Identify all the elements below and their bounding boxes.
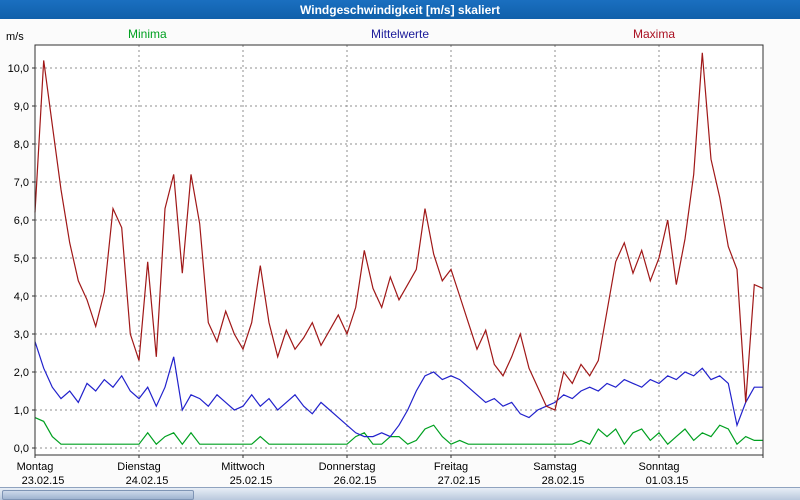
scrollbar-thumb[interactable] bbox=[2, 490, 194, 500]
plot-border bbox=[34, 44, 764, 456]
window-title: Windgeschwindigkeit [m/s] skaliert bbox=[300, 2, 500, 17]
svg-text:3,0: 3,0 bbox=[14, 329, 29, 341]
x-date-label: 01.03.15 bbox=[646, 475, 689, 487]
series-minima bbox=[34, 417, 763, 446]
y-axis-unit: m/s bbox=[6, 31, 24, 43]
svg-text:10,0: 10,0 bbox=[8, 63, 29, 75]
legend-maxima: Maxima bbox=[633, 27, 676, 41]
x-date-label: 27.02.15 bbox=[438, 475, 481, 487]
svg-text:9,0: 9,0 bbox=[14, 101, 29, 113]
x-day-label: Donnerstag bbox=[319, 461, 376, 473]
legend-minima: Minima bbox=[128, 27, 167, 41]
x-date-label: 24.02.15 bbox=[126, 475, 169, 487]
x-day-label: Dienstag bbox=[117, 461, 160, 473]
horizontal-scrollbar[interactable] bbox=[0, 487, 800, 500]
x-day-label: Sonntag bbox=[639, 461, 680, 473]
svg-text:1,0: 1,0 bbox=[14, 405, 29, 417]
x-date-label: 23.02.15 bbox=[22, 475, 65, 487]
x-date-label: 26.02.15 bbox=[334, 475, 377, 487]
svg-text:0,0: 0,0 bbox=[14, 443, 29, 455]
x-date-label: 28.02.15 bbox=[542, 475, 585, 487]
x-date-label: 25.02.15 bbox=[230, 475, 273, 487]
x-day-label: Mittwoch bbox=[221, 461, 264, 473]
legend-mittelwerte: Mittelwerte bbox=[370, 27, 430, 41]
x-axis-labels: Montag 23.02.15 Dienstag 24.02.15 Mittwoch 25… bbox=[17, 455, 764, 487]
window-titlebar[interactable]: Windgeschwindigkeit [m/s] skaliert bbox=[0, 0, 800, 19]
gridlines bbox=[34, 45, 764, 455]
x-day-label: Freitag bbox=[434, 461, 468, 473]
svg-text:8,0: 8,0 bbox=[14, 139, 29, 151]
y-axis-labels: 0,0 1,0 2,0 3,0 4,0 5,0 6,0 7,0 8,0 9,0 10,0 bbox=[8, 63, 35, 455]
series-maxima bbox=[34, 52, 764, 411]
svg-text:2,0: 2,0 bbox=[14, 367, 29, 379]
svg-text:5,0: 5,0 bbox=[14, 253, 29, 265]
svg-text:4,0: 4,0 bbox=[14, 291, 29, 303]
svg-text:7,0: 7,0 bbox=[14, 177, 29, 189]
series-mittelwerte bbox=[34, 341, 763, 438]
plot-area bbox=[35, 45, 763, 455]
svg-text:6,0: 6,0 bbox=[14, 215, 29, 227]
x-day-label: Samstag bbox=[533, 461, 576, 473]
x-day-label: Montag bbox=[17, 461, 54, 473]
wind-speed-chart: 0,0 1,0 2,0 3,0 4,0 5,0 6,0 7,0 8,0 9,0 10,0 m/s Mon… bbox=[6, 31, 764, 487]
